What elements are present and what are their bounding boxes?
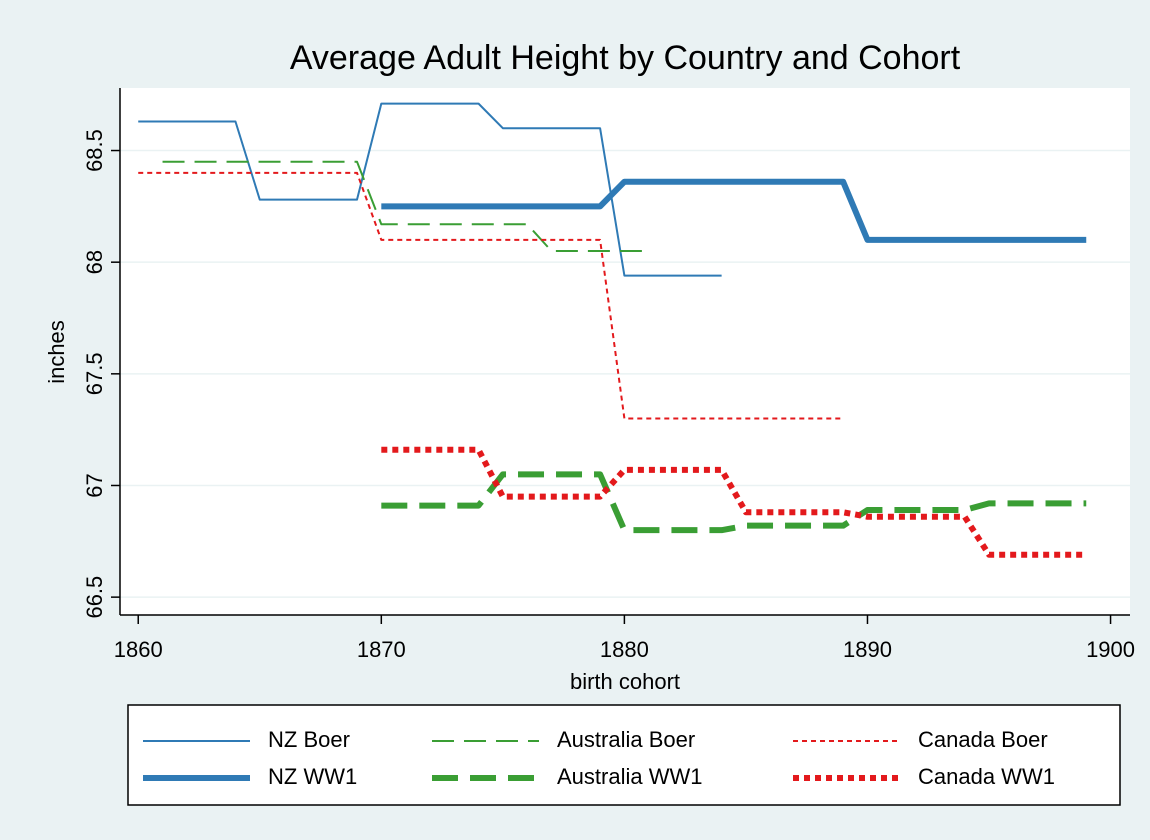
series-line [138, 102, 722, 277]
legend-label: NZ Boer [268, 727, 350, 752]
legend-label: Australia Boer [557, 727, 695, 752]
legend [127, 704, 1121, 806]
y-tick-label: 66.5 [82, 576, 107, 619]
x-tick-label: 1870 [357, 637, 406, 662]
legend-label: Canada WW1 [918, 764, 1055, 789]
x-axis-label: birth cohort [570, 669, 680, 694]
y-tick-label: 67.5 [82, 352, 107, 395]
series-line [381, 178, 1087, 243]
legend-label: Canada Boer [918, 727, 1048, 752]
x-tick-label: 1900 [1086, 637, 1135, 662]
series-line [138, 171, 844, 420]
series-line [381, 471, 1087, 534]
legend-label: NZ WW1 [268, 764, 357, 789]
x-tick-label: 1880 [600, 637, 649, 662]
chart-title: Average Adult Height by Country and Coho… [290, 39, 961, 77]
y-axis-label: inches [44, 320, 69, 384]
y-tick-label: 68 [82, 250, 107, 274]
x-tick-label: 1860 [114, 637, 163, 662]
x-tick-label: 1890 [843, 637, 892, 662]
y-tick-label: 68.5 [82, 129, 107, 172]
legend-label: Australia WW1 [557, 764, 702, 789]
y-tick-label: 67 [82, 473, 107, 497]
series-line [162, 160, 649, 253]
plot-area [120, 88, 1130, 615]
